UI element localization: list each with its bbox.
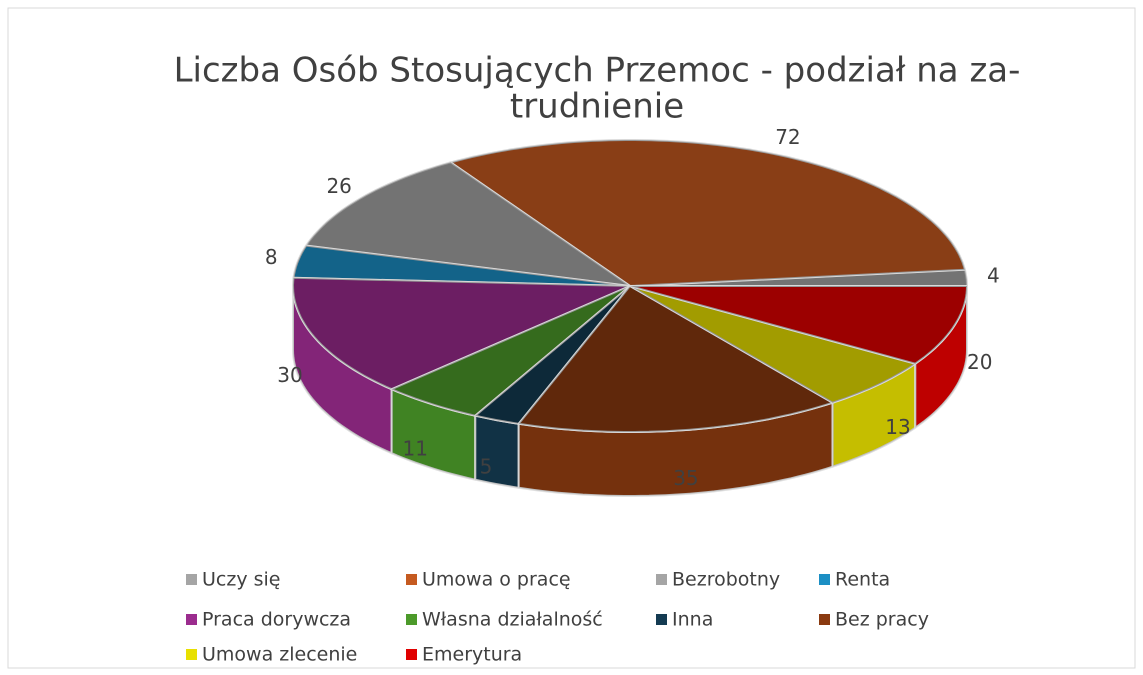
slice xyxy=(292,244,631,287)
legend-label: Renta xyxy=(835,569,890,591)
slice-side-shade xyxy=(915,286,967,428)
data-label: 72 xyxy=(775,125,800,149)
slice-shade xyxy=(630,286,916,403)
data-label: 4 xyxy=(987,263,1000,287)
data-label: 30 xyxy=(277,363,302,387)
legend-label: Praca dorywcza xyxy=(202,609,351,631)
legend-label: Emerytura xyxy=(422,644,522,666)
slice-shade xyxy=(391,286,630,416)
data-label: 5 xyxy=(480,455,493,479)
legend-marker xyxy=(406,574,417,585)
legend-label: Bezrobotny xyxy=(672,569,780,591)
data-label: 35 xyxy=(673,466,698,490)
slice xyxy=(629,285,918,404)
slice-shade xyxy=(450,140,965,286)
slice xyxy=(629,285,969,365)
legend-label: Umowa o pracę xyxy=(422,569,571,591)
slice-shade xyxy=(293,245,630,286)
chart-title: trudnienie xyxy=(510,87,684,127)
slice-side-shade xyxy=(293,286,392,454)
slice-shade xyxy=(518,286,833,432)
data-label: 11 xyxy=(403,437,428,461)
legend-label: Własna działalność xyxy=(422,609,603,631)
data-label: 26 xyxy=(326,174,351,198)
legend-marker xyxy=(819,614,830,625)
legend-marker xyxy=(186,614,197,625)
slice-side-shade xyxy=(391,389,476,480)
data-label: 20 xyxy=(967,350,992,374)
legend-label: Inna xyxy=(672,609,713,631)
legend-marker xyxy=(186,649,197,660)
slice-shade xyxy=(630,286,967,364)
slice-side-shade xyxy=(518,402,833,496)
slice-side-shade xyxy=(832,363,916,467)
legend-marker xyxy=(406,614,417,625)
slice xyxy=(473,285,631,425)
slice-side-shade xyxy=(475,415,519,488)
chart-title: Liczba Osób Stosujących Przemoc - podzia… xyxy=(174,51,1021,91)
slice xyxy=(389,285,631,417)
legend-label: Bez pracy xyxy=(835,609,929,631)
legend-marker xyxy=(186,574,197,585)
legend-label: Uczy się xyxy=(202,569,280,591)
legend-marker xyxy=(406,649,417,660)
pie-tops xyxy=(291,139,969,433)
slice-shade xyxy=(475,286,630,424)
legend-label: Umowa zlecenie xyxy=(202,644,357,666)
slice xyxy=(516,284,836,433)
slice xyxy=(291,276,631,391)
data-label: 8 xyxy=(265,245,278,269)
slice xyxy=(448,139,967,288)
slice-shade xyxy=(293,277,630,390)
data-label: 13 xyxy=(885,415,910,439)
legend-marker xyxy=(819,574,830,585)
legend-marker xyxy=(656,614,667,625)
legend-marker xyxy=(656,574,667,585)
